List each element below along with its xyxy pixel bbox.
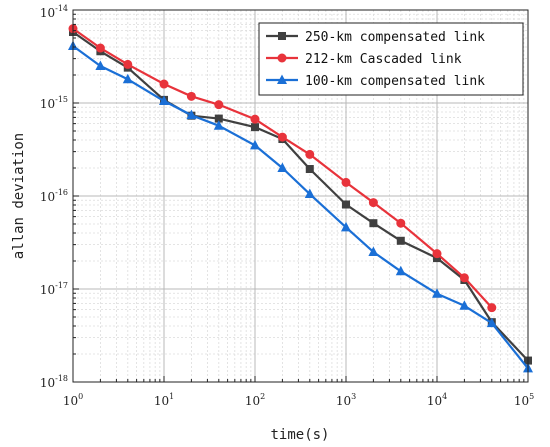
- legend-marker: [277, 74, 287, 84]
- data-point: [342, 200, 350, 209]
- legend-entry: 250-km compensated link: [266, 30, 485, 45]
- data-point: [487, 303, 497, 313]
- data-point: [341, 177, 351, 187]
- legend-box: [258, 22, 524, 96]
- data-point: [214, 114, 223, 123]
- data-point: [305, 165, 314, 174]
- y-tick-label: 10-15: [40, 95, 68, 111]
- y-tick-label: 10-16: [40, 188, 68, 204]
- x-tick-label: 104: [427, 392, 447, 408]
- data-point: [305, 149, 315, 159]
- data-point: [95, 43, 105, 53]
- y-tick-label: 10-17: [40, 281, 68, 297]
- legend-items: 250-km compensated link 212-km Cascaded l…: [266, 30, 485, 89]
- series-line: [72, 31, 529, 362]
- legend-entry: 212-km Cascaded link: [266, 52, 462, 67]
- data-point: [277, 132, 287, 142]
- axis-ticks: [72, 9, 529, 383]
- data-point: [250, 139, 260, 150]
- data-point: [159, 79, 169, 89]
- x-tick-label: 101: [154, 392, 174, 408]
- data-point: [369, 219, 378, 228]
- data-point: [341, 221, 351, 232]
- data-point: [159, 95, 169, 106]
- x-tick-label: 103: [336, 392, 356, 408]
- data-point: [95, 60, 106, 70]
- data-point: [213, 120, 224, 130]
- data-point: [432, 288, 442, 298]
- x-tick-label: 105: [514, 392, 534, 408]
- data-point: [459, 273, 469, 283]
- y-tick-label: 10-14: [40, 4, 68, 20]
- data-point: [304, 188, 315, 199]
- y-tick-label: 10-18: [40, 374, 68, 390]
- data-point: [486, 317, 497, 328]
- data-point: [368, 198, 378, 208]
- y-tick-labels: 10-18 10-17 10-16 10-15 10-14: [40, 4, 68, 390]
- x-axis-title: time(s): [270, 427, 329, 443]
- legend-label: 250-km compensated link: [305, 30, 485, 45]
- series-line: [72, 45, 529, 370]
- legend-marker: [277, 53, 287, 63]
- data-point: [186, 91, 196, 101]
- data-point: [251, 123, 259, 132]
- data-point: [122, 73, 133, 84]
- data-point: [432, 249, 442, 259]
- data-point: [214, 100, 224, 110]
- data-point: [396, 236, 405, 245]
- data-point: [368, 246, 379, 256]
- x-tick-label: 102: [245, 392, 265, 408]
- legend-marker: [278, 32, 286, 40]
- data-point: [186, 109, 197, 120]
- x-tick-labels: 100 101 102 103 104 105: [63, 392, 534, 408]
- series-2: [68, 24, 497, 313]
- data-point: [123, 59, 133, 69]
- x-tick-label: 100: [63, 392, 83, 408]
- y-axis-title: allan deviation: [11, 133, 27, 259]
- data-point: [250, 114, 260, 124]
- data-point: [277, 162, 288, 173]
- legend-label: 212-km Cascaded link: [305, 52, 462, 67]
- data-point: [459, 300, 470, 310]
- data-point: [396, 218, 406, 228]
- legend-label: 100-km compensated link: [305, 74, 485, 89]
- legend: 250-km compensated link 212-km Cascaded l…: [258, 22, 524, 96]
- data-point: [395, 265, 406, 276]
- legend-entry: 100-km compensated link: [266, 74, 485, 89]
